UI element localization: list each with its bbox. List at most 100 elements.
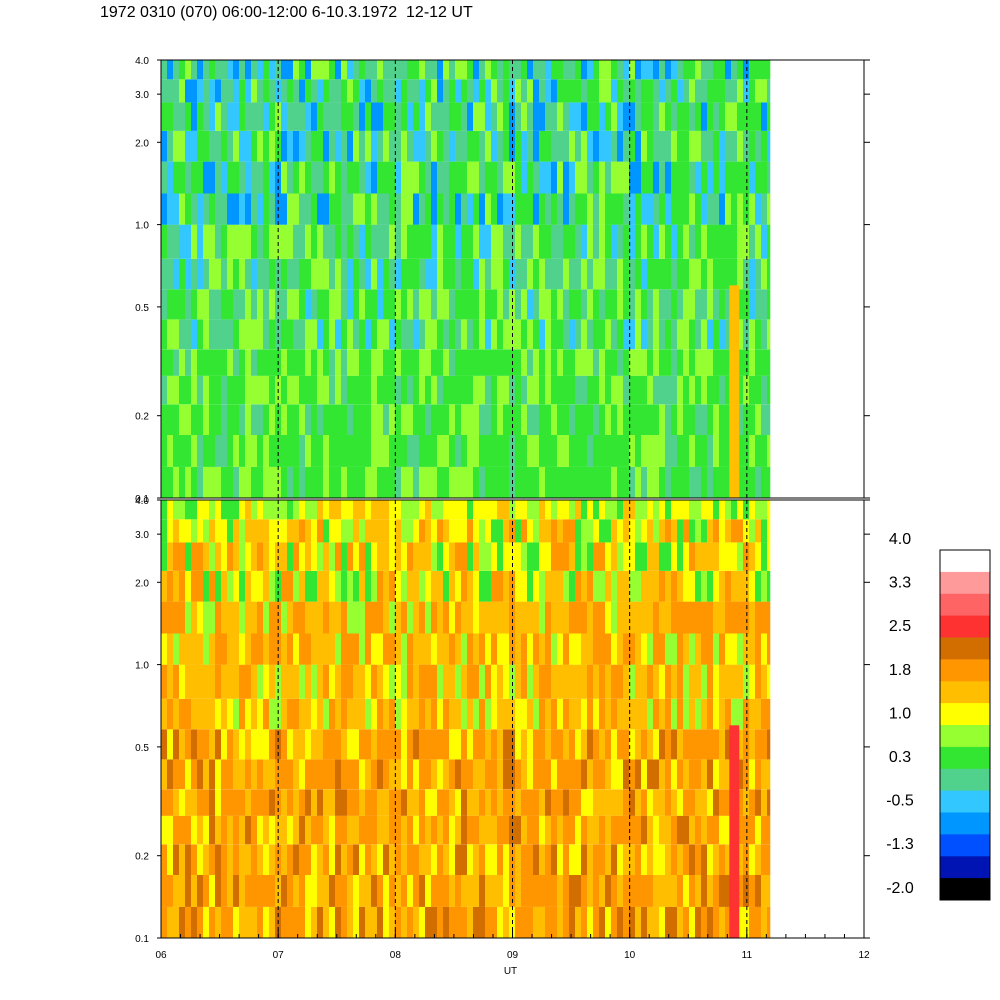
lower-panel-cell <box>725 815 731 845</box>
lower-panel-cell <box>299 500 305 520</box>
upper-panel-cell <box>521 435 527 467</box>
lower-panel-cell <box>479 633 485 665</box>
upper-panel-cell <box>671 79 677 103</box>
lower-panel-cell <box>623 664 629 699</box>
upper-panel-cell <box>707 161 713 194</box>
upper-panel-cell <box>461 102 467 131</box>
upper-panel-cell <box>641 161 647 194</box>
upper-panel-cell <box>317 319 323 350</box>
lower-panel-cell <box>341 789 347 816</box>
upper-panel-cell <box>539 435 545 467</box>
upper-panel-cell <box>533 79 539 103</box>
upper-panel-cell <box>161 102 167 131</box>
lower-panel-cell <box>461 542 467 571</box>
upper-panel-cell <box>179 60 185 80</box>
colorbar-swatch <box>940 703 990 726</box>
upper-panel-cell <box>539 375 545 405</box>
lower-panel-cell <box>617 571 623 602</box>
lower-panel-cell <box>761 571 767 602</box>
lower-panel-cell <box>593 571 599 602</box>
upper-panel-cell <box>329 375 335 405</box>
lower-panel-cell <box>569 542 575 571</box>
upper-panel-cell <box>521 258 527 290</box>
upper-panel-cell <box>677 349 683 376</box>
lower-panel-cell <box>251 698 257 730</box>
lower-panel-cell <box>677 789 683 816</box>
lower-panel-cell <box>497 542 503 571</box>
upper-panel-cell <box>443 375 449 405</box>
upper-panel-cell <box>485 466 491 498</box>
upper-panel-cell <box>185 435 191 467</box>
upper-panel-cell <box>251 102 257 131</box>
upper-panel-cell <box>611 404 617 435</box>
upper-panel-cell <box>359 289 365 320</box>
lower-panel-cell <box>551 633 557 665</box>
upper-panel-cell <box>659 60 665 80</box>
upper-panel-cell <box>551 60 557 80</box>
upper-panel-cell <box>707 375 713 405</box>
upper-panel-cell <box>467 131 473 162</box>
upper-panel-cell <box>401 193 407 225</box>
lower-panel-cell <box>761 698 767 730</box>
upper-panel-cell <box>419 349 425 376</box>
lower-panel-cell <box>473 875 479 907</box>
lower-panel-cell <box>329 815 335 845</box>
lower-panel-cell <box>377 759 383 790</box>
lower-panel-cell <box>341 571 347 602</box>
lower-panel-cell <box>347 571 353 602</box>
lower-panel-cell <box>215 844 221 875</box>
lower-panel-cell <box>239 729 245 760</box>
upper-panel-cell <box>467 161 473 194</box>
upper-panel-cell <box>701 102 707 131</box>
lower-panel-cell <box>437 571 443 602</box>
lower-panel-cell <box>383 906 389 938</box>
lower-panel-cell <box>353 601 359 634</box>
lower-panel-cell <box>677 633 683 665</box>
upper-panel-cell <box>269 404 275 435</box>
lower-panel-cell <box>617 815 623 845</box>
upper-panel-cell <box>581 79 587 103</box>
upper-panel-cell <box>761 375 767 405</box>
lower-panel-cell <box>503 542 509 571</box>
lower-panel-cell <box>179 844 185 875</box>
lower-panel-cell <box>767 906 771 938</box>
lower-panel-cell <box>443 542 449 571</box>
lower-panel-cell <box>575 844 581 875</box>
lower-panel-cell <box>389 906 395 938</box>
lower-panel-cell <box>551 875 557 907</box>
upper-panel-cell <box>341 375 347 405</box>
lower-panel-cell <box>575 542 581 571</box>
upper-panel-cell <box>245 161 251 194</box>
upper-panel-cell <box>269 102 275 131</box>
upper-panel-cell <box>437 319 443 350</box>
lower-panel-cell <box>395 759 401 790</box>
colorbar-swatch <box>940 615 990 638</box>
lower-panel-cell <box>689 633 695 665</box>
lower-panel-cell <box>629 729 635 760</box>
upper-panel-cell <box>281 161 287 194</box>
upper-panel-cell <box>533 131 539 162</box>
lower-panel-cell <box>353 571 359 602</box>
upper-panel-cell <box>743 258 749 290</box>
upper-panel-cell <box>197 193 203 225</box>
upper-panel-cell <box>479 131 485 162</box>
lower-panel-cell <box>743 571 749 602</box>
upper-panel-cell <box>335 258 341 290</box>
upper-panel-cell <box>707 435 713 467</box>
upper-panel-cell <box>455 79 461 103</box>
upper-panel-cell <box>257 224 263 259</box>
lower-panel-cell <box>593 844 599 875</box>
upper-panel-cell <box>179 349 185 376</box>
upper-panel-cell <box>749 79 755 103</box>
upper-panel-cell <box>455 435 461 467</box>
upper-panel-cell <box>605 349 611 376</box>
upper-panel-cell <box>449 349 455 376</box>
upper-panel-cell <box>707 224 713 259</box>
lower-panel-cell <box>227 759 233 790</box>
upper-panel-cell <box>293 466 299 498</box>
upper-panel-cell <box>437 349 443 376</box>
lower-panel-cell <box>263 519 269 543</box>
lower-panel-cell <box>533 601 539 634</box>
upper-panel-cell <box>329 102 335 131</box>
lower-panel-cell <box>287 815 293 845</box>
